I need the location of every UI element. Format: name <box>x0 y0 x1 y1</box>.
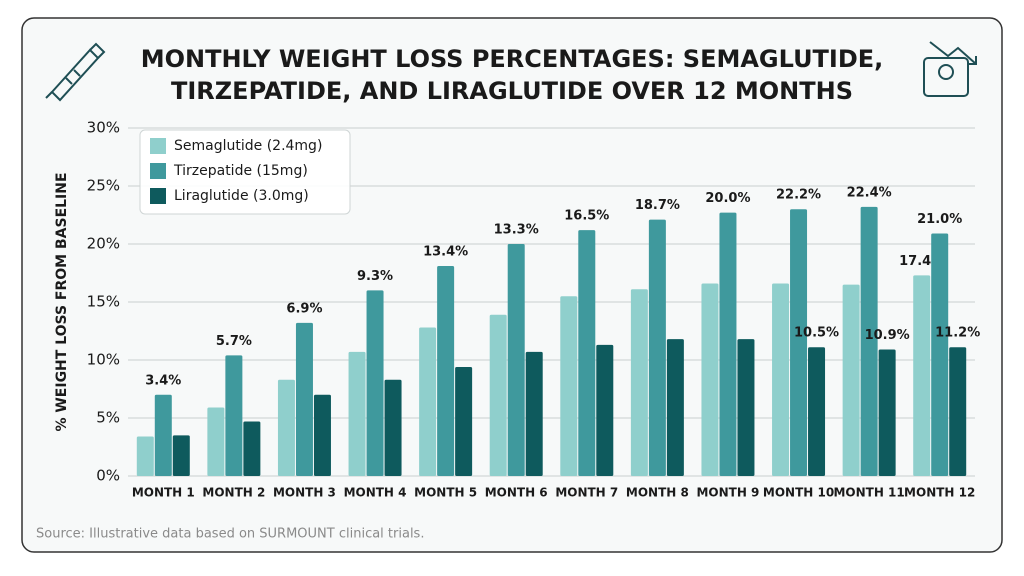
bar <box>277 379 295 476</box>
bar <box>596 344 614 476</box>
bar-annotation: 22.4% <box>847 185 892 200</box>
chart-title: TIRZEPATIDE, AND LIRAGLUTIDE OVER 12 MON… <box>171 77 853 105</box>
bar-annotation: 10.5% <box>794 326 839 341</box>
bar <box>630 289 648 476</box>
grid: 0% 5% 10% 15% 20% 25% 30% <box>87 119 975 485</box>
bar-annotation: 13.3% <box>494 223 539 238</box>
x-tick-label: MONTH 6 <box>485 486 548 500</box>
y-tick-label: 5% <box>96 409 120 427</box>
y-tick-label: 25% <box>87 177 120 195</box>
legend-label: Semaglutide (2.4mg) <box>174 138 322 154</box>
bar <box>437 266 455 476</box>
bar <box>384 379 402 476</box>
bar <box>525 351 543 476</box>
x-tick-label: MONTH 9 <box>696 486 759 500</box>
bar <box>348 351 366 476</box>
scale-icon <box>923 41 977 97</box>
bar-annotation: 3.4% <box>145 373 181 388</box>
x-tick-label: MONTH 4 <box>344 486 407 500</box>
x-tick-label: MONTH 1 <box>132 486 195 500</box>
chart-title: MONTHLY WEIGHT LOSS PERCENTAGES: SEMAGLU… <box>141 45 884 73</box>
bar <box>419 327 437 476</box>
bar <box>366 290 384 476</box>
bar <box>701 283 719 476</box>
bars: MONTH 1 3.4% MONTH 2 5.7% MONTH 3 6.9% MONTH 4… <box>132 185 980 499</box>
bar <box>790 209 808 476</box>
bar-annotation: 11.2% <box>935 326 980 341</box>
y-tick-label: 0% <box>96 467 120 485</box>
legend-swatch <box>150 163 166 179</box>
legend-box <box>139 129 351 215</box>
bar <box>154 394 172 476</box>
bar <box>313 394 331 476</box>
bar <box>172 435 190 476</box>
x-tick-label: MONTH 7 <box>555 486 618 500</box>
bar-annotation: 22.2% <box>776 188 821 203</box>
bar <box>860 206 878 476</box>
bar <box>507 244 525 476</box>
bar-annotation: 13.4% <box>423 245 468 260</box>
pen-icon <box>45 42 106 102</box>
bar <box>243 421 261 476</box>
bar <box>878 349 896 476</box>
bar <box>949 347 967 476</box>
y-tick-label: 15% <box>87 293 120 311</box>
x-tick-label: MONTH 10 <box>763 486 834 500</box>
x-tick-label: MONTH 8 <box>626 486 689 500</box>
bar <box>560 296 578 476</box>
bar <box>207 407 225 476</box>
bar <box>931 233 949 476</box>
y-tick-label: 30% <box>87 119 120 137</box>
bar <box>648 219 666 476</box>
bar <box>295 322 313 476</box>
y-tick-label: 20% <box>87 235 120 253</box>
legend-label: Tirzepatide (15mg) <box>173 163 308 179</box>
bar <box>489 314 507 476</box>
bar-annotation: 20.0% <box>705 191 750 206</box>
bar-annotation: 18.7% <box>635 198 680 213</box>
bar-annotation: 21.0% <box>917 212 962 227</box>
bar <box>455 366 473 476</box>
bar-annotation: 5.7% <box>216 334 252 349</box>
bar <box>737 339 755 476</box>
legend-swatch <box>150 138 166 154</box>
bar <box>913 275 931 476</box>
x-tick-label: MONTH 3 <box>273 486 336 500</box>
bar <box>719 212 737 476</box>
y-tick-label: 10% <box>87 351 120 369</box>
source-note: Source: Illustrative data based on SURMO… <box>36 527 424 542</box>
bar-annotation: 10.9% <box>865 328 910 343</box>
bar <box>808 347 826 476</box>
x-tick-label: MONTH 12 <box>904 486 975 500</box>
x-tick-label: MONTH 2 <box>202 486 265 500</box>
bar-annotation: 16.5% <box>564 209 609 224</box>
bar <box>225 355 243 476</box>
legend: Semaglutide (2.4mg) Tirzepatide (15mg) Lir… <box>139 129 351 215</box>
bar <box>666 339 684 476</box>
x-tick-label: MONTH 11 <box>833 486 904 500</box>
bar <box>842 284 860 476</box>
bar-annotation: 6.9% <box>286 301 322 316</box>
x-tick-label: MONTH 5 <box>414 486 477 500</box>
bar <box>136 436 154 476</box>
bar <box>772 283 790 476</box>
legend-label: Liraglutide (3.0mg) <box>174 188 309 204</box>
y-axis-label: % WEIGHT LOSS FROM BASELINE <box>54 172 70 431</box>
legend-swatch <box>150 188 166 204</box>
bar-annotation: 9.3% <box>357 269 393 284</box>
bar <box>578 230 596 476</box>
